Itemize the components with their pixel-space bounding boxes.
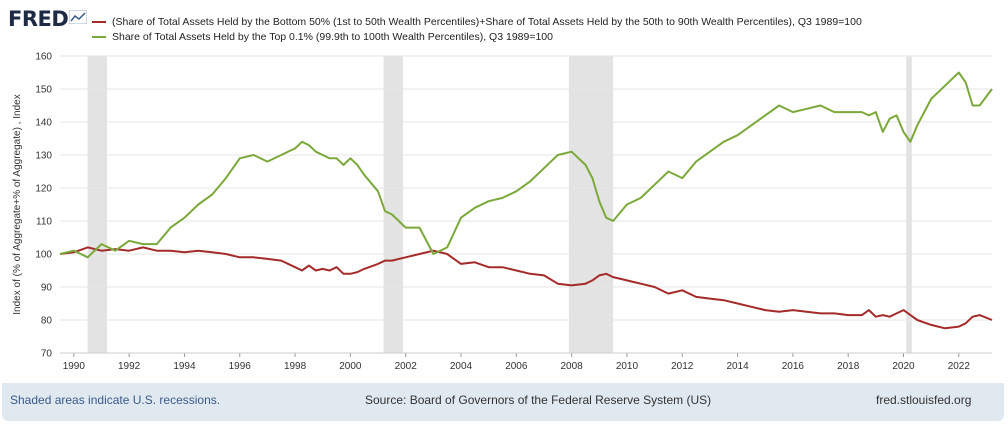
legend-label-top01: Share of Total Assets Held by the Top 0.…: [112, 30, 553, 43]
y-tick-label: 130: [35, 151, 52, 162]
y-tick-label: 110: [36, 217, 52, 228]
x-tick-label: 2016: [782, 361, 805, 372]
recession-band-0: [87, 56, 108, 353]
x-tick-label: 2018: [837, 361, 860, 372]
x-tick-label: 2010: [616, 361, 639, 372]
logo-text: FRED: [8, 7, 69, 31]
x-tick-label: 1998: [284, 361, 307, 372]
y-tick-label: 140: [35, 118, 52, 129]
x-tick-label: 1994: [173, 361, 196, 372]
y-tick-label: 90: [41, 283, 53, 294]
recession-band-2: [568, 56, 614, 353]
legend-swatch-top01: [92, 35, 106, 38]
chart-legend: (Share of Total Assets Held by the Botto…: [92, 14, 862, 44]
y-tick-label: 100: [35, 250, 52, 261]
x-tick-label: 1996: [229, 361, 252, 372]
x-tick-label: 2008: [561, 361, 584, 372]
x-tick-label: 2004: [450, 361, 473, 372]
x-tick-label: 1992: [118, 361, 141, 372]
legend-item-bottom90: (Share of Total Assets Held by the Botto…: [92, 14, 862, 29]
recession-note[interactable]: Shaded areas indicate U.S. recessions.: [10, 393, 221, 407]
x-tick-label: 2002: [395, 361, 418, 372]
legend-swatch-bottom90: [92, 20, 106, 23]
x-tick-label: 2000: [339, 361, 362, 372]
x-tick-label: 1990: [63, 361, 86, 372]
legend-item-top01: Share of Total Assets Held by the Top 0.…: [92, 29, 862, 44]
x-tick-label: 2012: [671, 361, 694, 372]
x-tick-label: 2006: [505, 361, 528, 372]
line-chart: 70 80 90 100 110 120 130 140 150 160 1990 1992 1994 1…: [12, 52, 993, 372]
y-tick-label: 70: [41, 349, 53, 360]
series-line-bottom90: [59, 246, 993, 330]
series-line-top01: [59, 71, 993, 259]
y-tick-label: 150: [35, 85, 52, 96]
source-note: Source: Board of Governors of the Federa…: [365, 393, 712, 407]
recession-band-3: [906, 56, 912, 353]
legend-label-bottom90: (Share of Total Assets Held by the Botto…: [112, 15, 862, 28]
recession-band-1: [383, 56, 403, 353]
y-tick-label: 160: [35, 52, 52, 63]
x-tick-label: 2022: [948, 361, 971, 372]
x-tick-label: 2020: [892, 361, 915, 372]
y-tick-label: 80: [41, 316, 53, 327]
site-link[interactable]: fred.stlouisfed.org: [876, 393, 972, 407]
y-tick-label: 120: [35, 184, 52, 195]
y-axis-label: Index of (% of Aggregate+% of Aggregate)…: [12, 94, 23, 314]
x-tick-label: 2014: [726, 361, 749, 372]
